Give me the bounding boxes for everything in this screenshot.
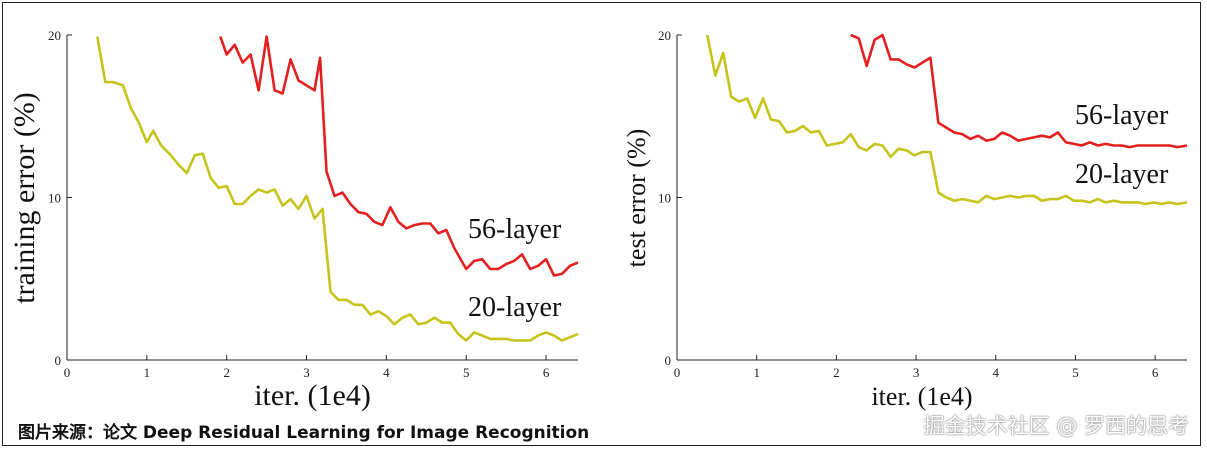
series-label-56-layer: 56-layer (468, 214, 562, 245)
x-tick-label: 5 (1072, 365, 1079, 380)
x-tick-label: 5 (463, 365, 470, 380)
y-tick-label: 0 (665, 353, 672, 368)
x-tick-label: 3 (303, 365, 310, 380)
series-line-56-layer (219, 35, 579, 277)
x-tick-label: 6 (543, 365, 550, 380)
figure-frame (2, 2, 1201, 446)
series-line-56-layer (850, 33, 1188, 149)
x-tick-label: 1 (753, 365, 760, 380)
series-line-20-layer (706, 34, 1188, 206)
x-tick-label: 0 (674, 365, 681, 380)
watermark: 掘金技术社区 @ 罗西的思考 (923, 414, 1189, 438)
y-axis-label: test error (%) (622, 129, 651, 268)
x-tick-label: 0 (64, 365, 71, 380)
y-tick-label: 20 (658, 28, 671, 43)
series-line-20-layer (96, 36, 579, 342)
x-tick-label: 1 (144, 365, 151, 380)
x-tick-label: 4 (993, 365, 1000, 380)
chart-panel-2: 0 1 2 3 4 5 6 0 10 20 iter. (1e4) test error (%) 56-… (622, 28, 1188, 411)
series-label-56-layer: 56-layer (1075, 100, 1169, 131)
x-axis-label: iter. (1e4) (254, 379, 371, 412)
figure-caption: 图片来源：论文 Deep Residual Learning for Image… (18, 423, 590, 443)
x-tick-label: 6 (1152, 365, 1159, 380)
x-axis-label: iter. (1e4) (871, 382, 972, 411)
chart-panel-1: 0 1 2 3 4 5 6 0 10 20 iter. (1e4) training error (%… (8, 28, 579, 412)
x-tick-label: 2 (833, 365, 840, 380)
y-tick-label: 10 (658, 191, 671, 206)
series-label-20-layer: 20-layer (468, 292, 562, 323)
x-tick-label: 3 (913, 365, 920, 380)
y-tick-label: 0 (55, 353, 62, 368)
y-axis-label: training error (%) (8, 92, 41, 304)
x-tick-label: 4 (383, 365, 390, 380)
series-label-20-layer: 20-layer (1075, 159, 1169, 190)
x-tick-label: 2 (223, 365, 230, 380)
y-tick-label: 10 (48, 191, 61, 206)
y-tick-label: 20 (48, 28, 61, 43)
